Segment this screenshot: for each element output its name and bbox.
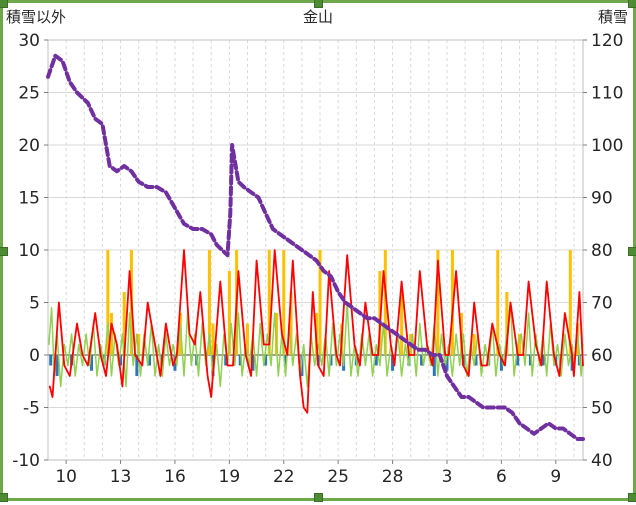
left-axis-title: 積雪以外 [6, 8, 67, 26]
left-tick-label: -10 [12, 451, 40, 471]
bar [383, 250, 387, 355]
right-tick-label: 100 [591, 136, 623, 156]
x-tick-label: 3 [442, 467, 453, 487]
right-tick-label: 60 [591, 346, 613, 366]
bar [541, 355, 545, 366]
bar [318, 250, 322, 355]
right-tick-label: 40 [591, 451, 613, 471]
bar [499, 355, 503, 371]
bar [432, 355, 436, 376]
bar [245, 323, 249, 355]
bar [400, 292, 404, 355]
bar [516, 355, 520, 366]
bar [267, 250, 271, 355]
x-tick-label: 6 [496, 467, 507, 487]
x-tick-label: 19 [219, 467, 241, 487]
bar [474, 355, 478, 366]
bar [135, 355, 139, 376]
resize-handle-top-right[interactable] [628, 0, 636, 8]
resize-handle-mid-right[interactable] [628, 247, 636, 256]
bar [450, 250, 454, 355]
left-tick-label: 30 [18, 31, 40, 51]
left-tick-label: 15 [18, 189, 40, 209]
bar [420, 355, 424, 366]
bar [264, 355, 268, 366]
bar [122, 292, 126, 355]
bar [528, 355, 532, 366]
left-tick-label: 0 [29, 346, 40, 366]
resize-handle-top-left[interactable] [0, 0, 8, 8]
bar [391, 355, 395, 371]
bar [106, 250, 110, 355]
bar [505, 292, 509, 355]
bar [148, 355, 152, 366]
left-tick-label: 25 [18, 84, 40, 104]
x-tick-label: 13 [110, 467, 132, 487]
bar [49, 355, 53, 366]
bar [119, 355, 123, 366]
bar [282, 250, 286, 355]
bar [289, 292, 293, 355]
series-green-line [48, 301, 584, 388]
bar [207, 250, 211, 355]
bar [496, 250, 500, 355]
x-tick-label: 28 [382, 467, 404, 487]
bar [224, 355, 228, 366]
bar [284, 355, 288, 366]
left-tick-label: 5 [29, 294, 40, 314]
bar [518, 334, 522, 355]
right-tick-label: 80 [591, 241, 613, 261]
x-tick-label: 9 [550, 467, 561, 487]
x-tick-label: 16 [164, 467, 186, 487]
right-tick-label: 50 [591, 399, 613, 419]
series-red-line [48, 249, 584, 414]
x-tick-label: 22 [273, 467, 295, 487]
bar [90, 355, 94, 371]
right-axis-title: 積雪 [597, 8, 628, 26]
x-tick-label: 25 [327, 467, 349, 487]
left-tick-label: 10 [18, 241, 40, 261]
resize-handle-top-center[interactable] [314, 0, 323, 8]
left-tick-label: -5 [23, 399, 40, 419]
left-tick-label: 20 [18, 136, 40, 156]
bar [445, 355, 449, 371]
series-purple-dashed [46, 53, 585, 441]
right-tick-label: 70 [591, 294, 613, 314]
chart-title: 金山 [302, 8, 333, 26]
bar [251, 355, 255, 371]
bar [211, 323, 215, 355]
bar [137, 334, 141, 355]
bar [568, 250, 572, 355]
right-tick-label: 120 [591, 31, 623, 51]
bar [436, 250, 440, 355]
bar [109, 313, 113, 355]
bar [378, 271, 382, 355]
bar [374, 355, 378, 366]
right-tick-label: 90 [591, 189, 613, 209]
right-tick-label: 110 [591, 84, 623, 104]
bar [472, 334, 476, 355]
bar [55, 355, 59, 376]
bar [227, 271, 231, 355]
resize-handle-mid-left[interactable] [0, 247, 8, 256]
bar [238, 355, 242, 366]
x-tick-label: 10 [55, 467, 77, 487]
